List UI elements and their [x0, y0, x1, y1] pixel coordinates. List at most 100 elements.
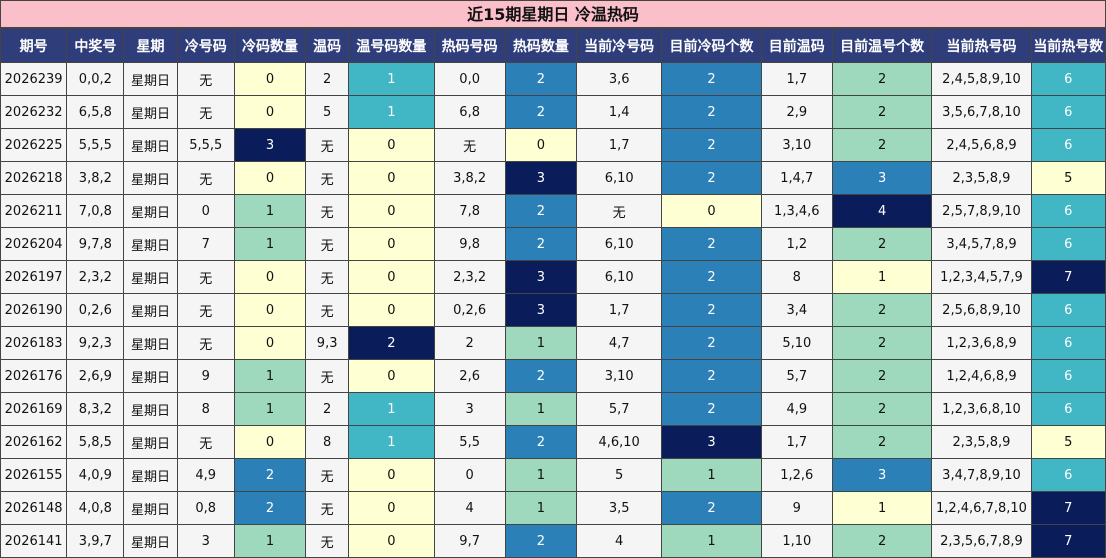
winning-number-cell: 0,2,6 — [66, 293, 125, 327]
warm-number-cell: 无 — [305, 161, 350, 195]
weekday-cell: 星期日 — [123, 227, 178, 261]
current-warm-count-cell: 2 — [831, 128, 933, 162]
hot-number-cell: 0,0 — [433, 62, 506, 96]
current-hot-count-cell: 6 — [1030, 359, 1106, 393]
period-cell: 2026204 — [0, 227, 68, 261]
current-warm-cell: 4,9 — [760, 392, 833, 426]
current-hot-cell: 2,3,5,8,9 — [931, 161, 1032, 195]
table-title: 近15期星期日 冷温热码 — [0, 0, 1106, 28]
current-cold-count-cell: 0 — [661, 194, 762, 228]
period-cell: 2026169 — [0, 392, 68, 426]
weekday-cell: 星期日 — [123, 458, 178, 492]
current-cold-cell: 3,10 — [576, 359, 663, 393]
period-cell: 2026176 — [0, 359, 68, 393]
cold-number-cell: 无 — [176, 326, 235, 360]
current-cold-cell: 1,4 — [576, 95, 663, 129]
warm-number-cell: 无 — [305, 194, 350, 228]
current-warm-count-cell: 2 — [831, 425, 933, 459]
weekday-cell: 星期日 — [123, 524, 178, 558]
table-row: 2026148 4,0,8 星期日 0,8 2 无 0 4 1 3,5 2 9 1 1,2,4,6,7,8… — [0, 491, 1106, 525]
table-row: 2026218 3,8,2 星期日无 0 无 0 3,8,2 3 6,10 2 1,4,7 3 2,3,… — [0, 161, 1106, 195]
current-cold-cell: 3,5 — [576, 491, 663, 525]
period-cell: 2026183 — [0, 326, 68, 360]
hot-number-cell: 4 — [433, 491, 506, 525]
cold-warm-hot-table: 期号 中奖号 星期 冷号码 冷码数量 温码 温号码数量 热码号码 热码数量 当前冷号码 目前冷码个数… — [0, 28, 1106, 558]
current-hot-count-cell: 7 — [1030, 524, 1106, 558]
current-warm-count-cell: 2 — [831, 293, 933, 327]
warm-number-cell: 无 — [305, 458, 350, 492]
cold-number-cell: 7 — [176, 227, 235, 261]
period-cell: 2026148 — [0, 491, 68, 525]
current-cold-cell: 5 — [576, 458, 663, 492]
period-cell: 2026239 — [0, 62, 68, 96]
cold-count-cell: 2 — [233, 458, 307, 492]
cold-count-cell: 0 — [233, 425, 307, 459]
winning-number-cell: 9,2,3 — [66, 326, 125, 360]
hot-count-cell: 3 — [504, 161, 578, 195]
winning-number-cell: 0,0,2 — [66, 62, 125, 96]
current-cold-count-cell: 2 — [661, 293, 762, 327]
hot-number-cell: 9,7 — [433, 524, 506, 558]
winning-number-cell: 9,7,8 — [66, 227, 125, 261]
current-hot-count-cell: 6 — [1030, 194, 1106, 228]
current-hot-count-cell: 6 — [1030, 293, 1106, 327]
current-hot-cell: 1,2,3,6,8,9 — [931, 326, 1032, 360]
current-cold-cell: 4 — [576, 524, 663, 558]
current-hot-cell: 1,2,3,4,5,7,9 — [931, 260, 1032, 294]
cold-number-cell: 5,5,5 — [176, 128, 235, 162]
current-cold-count-cell: 2 — [661, 260, 762, 294]
current-hot-cell: 3,4,7,8,9,10 — [931, 458, 1032, 492]
winning-number-cell: 7,0,8 — [66, 194, 125, 228]
table-row: 2026197 2,3,2 星期日无 0 无 0 2,3,2 3 6,10 2 8 1 1,2,3,4,… — [0, 260, 1106, 294]
table-body: 2026239 0,0,2 星期日无 0 2 1 0,0 2 3,6 2 1,7 2 2,4,5,8,9… — [0, 62, 1106, 558]
hot-number-cell: 6,8 — [433, 95, 506, 129]
current-hot-cell: 2,4,5,6,8,9 — [931, 128, 1032, 162]
warm-count-cell: 0 — [348, 161, 435, 195]
warm-count-cell: 0 — [348, 227, 435, 261]
winning-number-cell: 2,6,9 — [66, 359, 125, 393]
winning-number-cell: 2,3,2 — [66, 260, 125, 294]
weekday-cell: 星期日 — [123, 95, 178, 129]
warm-count-cell: 1 — [348, 95, 435, 129]
warm-number-cell: 无 — [305, 524, 350, 558]
table-row: 2026141 3,9,7 星期日 3 1 无 0 9,7 2 4 1 1,10 2 2,3,5,6,7,… — [0, 524, 1106, 558]
current-cold-count-cell: 1 — [661, 458, 762, 492]
warm-count-cell: 0 — [348, 293, 435, 327]
current-warm-count-cell: 1 — [831, 491, 933, 525]
cold-count-cell: 0 — [233, 326, 307, 360]
cold-number-cell: 0 — [176, 194, 235, 228]
hot-count-cell: 3 — [504, 293, 578, 327]
header-row: 期号 中奖号 星期 冷号码 冷码数量 温码 温号码数量 热码号码 热码数量 当前冷号码 目前冷码个数… — [0, 28, 1106, 63]
hot-number-header: 热码号码 — [433, 28, 506, 63]
current-warm-count-cell: 2 — [831, 524, 933, 558]
period-cell: 2026218 — [0, 161, 68, 195]
cold-number-cell: 无 — [176, 293, 235, 327]
current-warm-count-header: 目前温号个数 — [831, 28, 933, 63]
warm-number-cell: 2 — [305, 62, 350, 96]
warm-count-cell: 0 — [348, 359, 435, 393]
weekday-cell: 星期日 — [123, 425, 178, 459]
hot-count-cell: 1 — [504, 491, 578, 525]
weekday-cell: 星期日 — [123, 161, 178, 195]
winning-number-header: 中奖号 — [66, 28, 125, 63]
warm-count-cell: 1 — [348, 425, 435, 459]
current-hot-count-cell: 7 — [1030, 260, 1106, 294]
current-cold-count-cell: 2 — [661, 491, 762, 525]
cold-count-cell: 3 — [233, 128, 307, 162]
table-row: 2026225 5,5,5 星期日 5,5,5 3 无 0 无 0 1,7 2 3,10 2 2,4,5,… — [0, 128, 1106, 162]
warm-number-cell: 8 — [305, 425, 350, 459]
weekday-cell: 星期日 — [123, 194, 178, 228]
current-cold-cell: 1,7 — [576, 293, 663, 327]
current-hot-cell: 1,2,3,6,8,10 — [931, 392, 1032, 426]
winning-number-cell: 4,0,8 — [66, 491, 125, 525]
cold-count-cell: 1 — [233, 524, 307, 558]
current-warm-count-cell: 4 — [831, 194, 933, 228]
hot-number-cell: 9,8 — [433, 227, 506, 261]
hot-count-cell: 2 — [504, 524, 578, 558]
winning-number-cell: 5,8,5 — [66, 425, 125, 459]
current-cold-count-cell: 1 — [661, 524, 762, 558]
period-cell: 2026155 — [0, 458, 68, 492]
table-row: 2026239 0,0,2 星期日无 0 2 1 0,0 2 3,6 2 1,7 2 2,4,5,8,9… — [0, 62, 1106, 96]
weekday-cell: 星期日 — [123, 62, 178, 96]
weekday-cell: 星期日 — [123, 392, 178, 426]
